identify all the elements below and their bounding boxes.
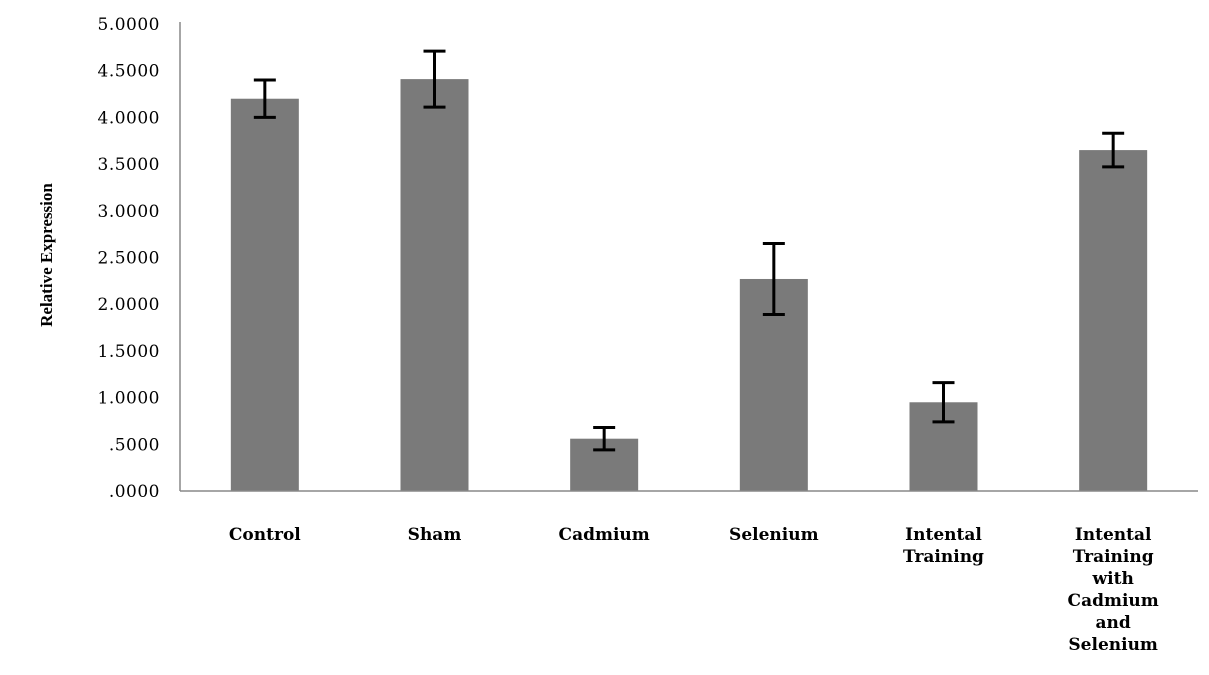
- y-tick-label: 5.0000: [98, 15, 160, 35]
- y-axis-label: Relative Expression: [37, 183, 56, 327]
- x-tick-label-line: Training: [903, 547, 984, 567]
- error-bars: [253, 49, 1125, 452]
- x-tick-label-line: Intental: [1075, 525, 1152, 545]
- x-tick-label: Intental Training: [903, 525, 984, 567]
- x-tick-label: Control: [229, 525, 301, 545]
- x-tick-label-line: Intental: [905, 525, 982, 545]
- y-tick-label: 3.0000: [98, 202, 160, 222]
- x-tick-label-line: Selenium: [1068, 635, 1158, 655]
- y-tick-label: .0000: [109, 482, 160, 502]
- bar: [1079, 150, 1148, 491]
- y-tick-label: 2.5000: [98, 249, 160, 269]
- y-tick-label: 4.0000: [98, 108, 160, 128]
- y-tick-label: 2.0000: [98, 295, 160, 315]
- bar: [400, 79, 469, 491]
- x-tick-label-line: Cadmium: [559, 525, 650, 545]
- bars: [230, 79, 1148, 491]
- y-tick-label: 1.5000: [98, 342, 160, 362]
- x-tick-label: Intental Training with Cadmium and Selenium: [1068, 525, 1159, 655]
- x-tick-label-line: Selenium: [729, 525, 819, 545]
- x-tick-label: Cadmium: [559, 525, 650, 545]
- x-tick-label-line: with: [1092, 569, 1134, 589]
- y-tick-label: 4.5000: [98, 62, 160, 82]
- x-tick-label-line: Control: [229, 525, 301, 545]
- axes: [179, 22, 1198, 492]
- x-tick-label-line: and: [1096, 613, 1131, 633]
- x-tick-label-line: Training: [1073, 547, 1154, 567]
- x-tick-label: Selenium: [729, 525, 819, 545]
- y-tick-label: .5000: [109, 435, 160, 455]
- y-axis-ticks: .0000 .5000 1.0000 1.5000 2.0000 2.5000 3.0000…: [98, 15, 160, 502]
- x-tick-label: Sham: [408, 525, 462, 545]
- bar: [230, 98, 299, 491]
- x-axis-labels: Control Sham Cadmium Selenium Intental Traini…: [229, 525, 1159, 655]
- y-tick-label: 1.0000: [98, 389, 160, 409]
- x-tick-label-line: Sham: [408, 525, 462, 545]
- x-tick-label-line: Cadmium: [1068, 591, 1159, 611]
- y-tick-label: 3.5000: [98, 155, 160, 175]
